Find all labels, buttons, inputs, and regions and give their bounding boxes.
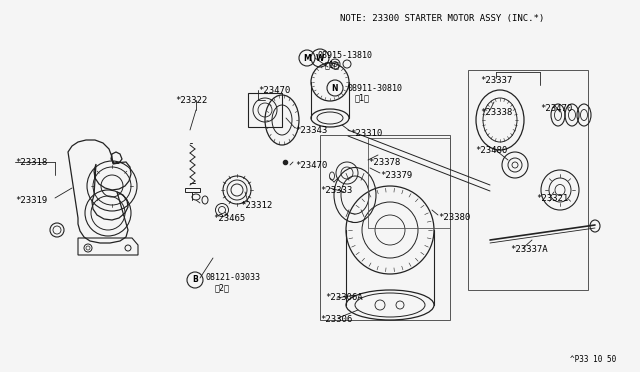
Text: *23337A: *23337A <box>510 246 548 254</box>
Text: *23343: *23343 <box>295 125 327 135</box>
Text: *23465: *23465 <box>213 214 245 222</box>
Text: NOTE: 23300 STARTER MOTOR ASSY (INC.*): NOTE: 23300 STARTER MOTOR ASSY (INC.*) <box>340 13 544 22</box>
Text: *23322: *23322 <box>175 96 207 105</box>
Text: *23321: *23321 <box>536 193 568 202</box>
Text: *23470: *23470 <box>540 103 572 112</box>
Text: *23338: *23338 <box>480 108 512 116</box>
Text: 08911-30810: 08911-30810 <box>348 83 403 93</box>
Text: *23378: *23378 <box>368 157 400 167</box>
Bar <box>320 135 450 320</box>
Text: M: M <box>303 54 311 62</box>
Text: *23480: *23480 <box>475 145 508 154</box>
Text: （1）: （1） <box>325 61 340 70</box>
Text: （1）: （1） <box>355 93 370 103</box>
Text: 08915-13810: 08915-13810 <box>318 51 373 60</box>
Bar <box>248 93 282 127</box>
Text: *23470: *23470 <box>295 160 327 170</box>
Text: *23333: *23333 <box>320 186 352 195</box>
Text: *23379: *23379 <box>380 170 412 180</box>
Text: *23318: *23318 <box>15 157 47 167</box>
Text: *23306A: *23306A <box>325 294 363 302</box>
Bar <box>368 138 450 228</box>
Text: *23337: *23337 <box>480 76 512 84</box>
Text: 08121-03033: 08121-03033 <box>205 273 260 282</box>
Text: *23470: *23470 <box>258 86 291 94</box>
Text: *23312: *23312 <box>240 201 272 209</box>
Text: *23306: *23306 <box>320 315 352 324</box>
Text: *23319: *23319 <box>15 196 47 205</box>
Text: *23310: *23310 <box>350 128 382 138</box>
Text: W: W <box>316 54 324 62</box>
Bar <box>468 70 588 290</box>
Text: ^P33 10 50: ^P33 10 50 <box>570 356 616 365</box>
Text: N: N <box>332 83 339 93</box>
Text: *23380: *23380 <box>438 212 470 221</box>
Text: （2）: （2） <box>215 283 230 292</box>
Text: B: B <box>192 276 198 285</box>
